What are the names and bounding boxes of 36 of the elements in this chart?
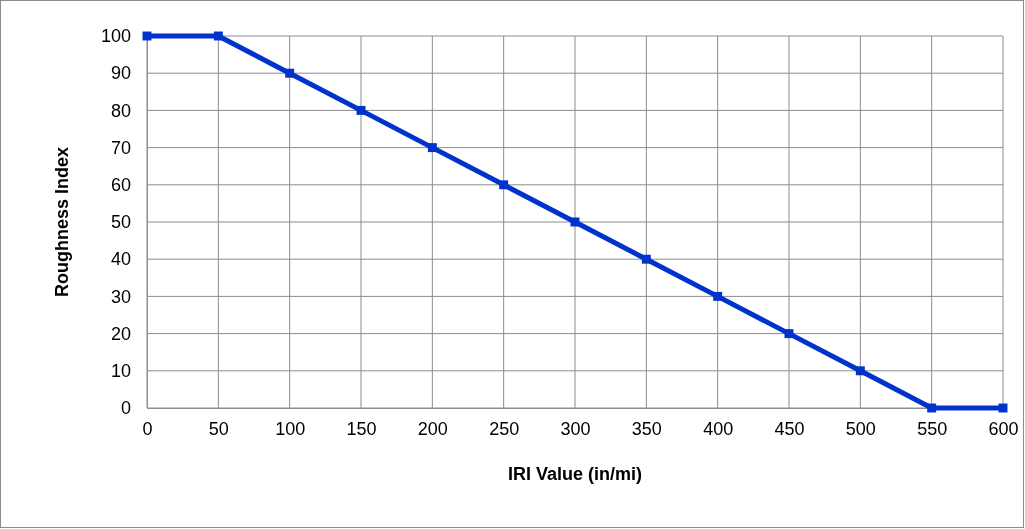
x-tick-label: 500 bbox=[845, 418, 876, 439]
point bbox=[641, 254, 651, 264]
x-tick-label: 0 bbox=[142, 418, 153, 439]
point bbox=[427, 143, 437, 153]
x-tick-label: 50 bbox=[208, 418, 229, 439]
point bbox=[213, 31, 223, 41]
y-tick-label: 90 bbox=[110, 63, 131, 84]
x-tick-label: 600 bbox=[988, 418, 1019, 439]
y-axis-title: Roughness Index bbox=[52, 146, 72, 298]
point bbox=[499, 180, 509, 190]
x-tick-label: 150 bbox=[346, 418, 377, 439]
x-tick-label: 550 bbox=[917, 418, 948, 439]
y-tick-label: 80 bbox=[110, 100, 131, 121]
point bbox=[855, 366, 865, 376]
y-tick-label: 40 bbox=[110, 249, 131, 270]
x-tick-label: 400 bbox=[703, 418, 734, 439]
y-tick-label: 20 bbox=[110, 323, 131, 344]
x-tick-label: 350 bbox=[631, 418, 662, 439]
x-tick-label: 200 bbox=[417, 418, 448, 439]
x-tick-label: 100 bbox=[275, 418, 306, 439]
point bbox=[285, 68, 295, 78]
x-tick-label: 300 bbox=[560, 418, 591, 439]
y-tick-label: 50 bbox=[110, 212, 131, 233]
y-tick-label: 10 bbox=[110, 361, 131, 382]
y-tick-label: 60 bbox=[110, 175, 131, 196]
x-tick-label: 250 bbox=[489, 418, 520, 439]
point bbox=[784, 329, 794, 339]
x-tick-label: 450 bbox=[774, 418, 805, 439]
point bbox=[713, 291, 723, 301]
y-tick-label: 0 bbox=[120, 398, 131, 419]
y-tick-label: 30 bbox=[110, 286, 131, 307]
y-tick-label: 70 bbox=[110, 137, 131, 158]
point bbox=[356, 105, 366, 115]
point bbox=[927, 403, 937, 413]
y-tick-label: 100 bbox=[100, 26, 131, 47]
x-axis-title: IRI Value (in/mi) bbox=[507, 464, 643, 484]
